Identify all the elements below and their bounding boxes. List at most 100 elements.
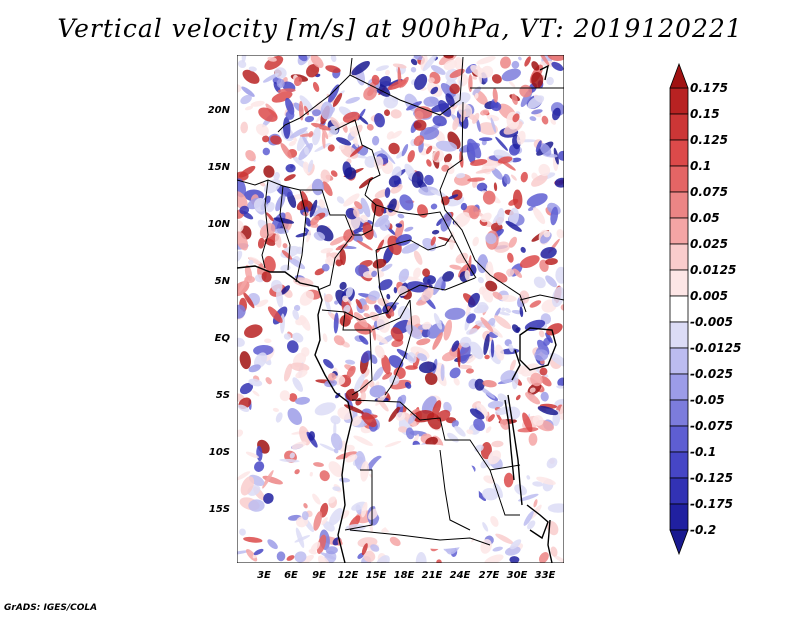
updraft-cell — [400, 76, 409, 88]
updraft-cell — [543, 230, 551, 238]
downdraft-cell — [422, 275, 436, 286]
downdraft-cell — [496, 207, 505, 226]
updraft-cell — [244, 324, 263, 338]
updraft-cell — [264, 55, 284, 70]
downdraft-cell — [320, 101, 334, 120]
updraft-cell — [288, 140, 297, 147]
updraft-cell — [506, 268, 515, 277]
updraft-cell — [353, 208, 360, 218]
updraft-cell — [485, 280, 498, 292]
downdraft-cell — [503, 173, 511, 185]
downdraft-cell — [413, 55, 424, 61]
updraft-cell — [272, 407, 279, 412]
updraft-cell — [261, 271, 272, 283]
downdraft-cell — [330, 415, 341, 425]
downdraft-cell — [336, 137, 352, 146]
downdraft-cell — [273, 217, 295, 224]
lat-label-15s: 15S — [209, 504, 230, 515]
colorbar-label-neg0.05: -0.05 — [690, 393, 725, 407]
updraft-cell — [350, 125, 360, 137]
downdraft-cell — [423, 96, 439, 107]
downdraft-cell — [406, 352, 417, 364]
updraft-cell — [372, 258, 387, 269]
updraft-cell — [449, 68, 465, 79]
downdraft-cell — [510, 157, 522, 163]
updraft-cell — [503, 472, 514, 488]
colorbar-label-neg0.2: -0.2 — [690, 523, 716, 537]
downdraft-cell — [351, 501, 367, 511]
updraft-cell — [312, 81, 320, 92]
updraft-cell — [540, 376, 552, 387]
downdraft-cell — [491, 167, 503, 180]
downdraft-cell — [330, 433, 343, 451]
updraft-cell — [248, 256, 261, 265]
updraft-cell — [430, 236, 436, 246]
lon-label-12e: 12E — [338, 570, 359, 581]
downdraft-cell — [262, 147, 271, 156]
downdraft-cell — [358, 335, 369, 345]
downdraft-cell — [375, 65, 389, 71]
updraft-cell — [346, 365, 356, 378]
updraft-cell — [265, 377, 272, 385]
downdraft-cell — [360, 197, 371, 218]
updraft-cell — [487, 450, 502, 465]
updraft-cell — [515, 394, 521, 401]
updraft-cell — [414, 110, 424, 121]
downdraft-cell — [449, 367, 461, 379]
downdraft-cell — [237, 304, 246, 319]
downdraft-cell — [248, 66, 257, 72]
updraft-cell — [536, 476, 556, 486]
downdraft-cell — [533, 276, 546, 289]
updraft-cell — [342, 295, 349, 303]
downdraft-cell — [248, 259, 254, 265]
lon-label-24e: 24E — [450, 570, 471, 581]
downdraft-cell — [374, 112, 385, 128]
updraft-cell — [311, 122, 331, 131]
downdraft-cell — [287, 408, 303, 425]
updraft-cell — [332, 93, 343, 107]
downdraft-cell — [364, 155, 378, 168]
updraft-cell — [431, 400, 442, 418]
downdraft-cell — [477, 254, 489, 274]
downdraft-cell — [406, 101, 422, 111]
lon-label-6e: 6E — [284, 570, 298, 581]
updraft-cell — [328, 461, 343, 478]
downdraft-cell — [301, 135, 311, 150]
downdraft-cell — [418, 361, 437, 374]
downdraft-cell — [405, 427, 415, 440]
downdraft-cell — [399, 194, 414, 211]
updraft-cell — [386, 305, 395, 317]
downdraft-cell — [459, 342, 471, 364]
updraft-cell — [509, 359, 516, 372]
downdraft-cell — [314, 142, 331, 152]
downdraft-cell — [309, 199, 318, 218]
updraft-cell — [369, 311, 380, 322]
downdraft-cell — [237, 178, 246, 198]
downdraft-cell — [417, 353, 428, 362]
downdraft-cell — [384, 187, 391, 198]
lon-label-3e: 3E — [257, 570, 271, 581]
downdraft-cell — [556, 385, 564, 389]
downdraft-cell — [263, 492, 274, 504]
downdraft-cell — [473, 418, 485, 431]
updraft-cell — [360, 461, 370, 482]
updraft-cell — [356, 240, 373, 251]
downdraft-cell — [442, 271, 455, 282]
updraft-cell — [491, 440, 504, 448]
updraft-cell — [485, 426, 492, 434]
updraft-cell — [388, 142, 400, 155]
colorbar-label-0.175: 0.175 — [690, 81, 728, 95]
updraft-cell — [284, 174, 296, 182]
colorbar-label-neg0.075: -0.075 — [690, 419, 733, 433]
colorbar-segment — [669, 87, 689, 115]
updraft-cell — [255, 299, 269, 308]
grads-credit: GrADS: IGES/COLA — [4, 603, 98, 613]
updraft-cell — [303, 503, 308, 509]
updraft-cell — [525, 392, 541, 405]
colorbar-label-0.125: 0.125 — [690, 133, 728, 147]
updraft-cell — [244, 105, 254, 111]
updraft-cell — [362, 304, 370, 311]
updraft-cell — [413, 250, 423, 265]
downdraft-cell — [293, 304, 301, 312]
downdraft-cell — [539, 143, 552, 156]
